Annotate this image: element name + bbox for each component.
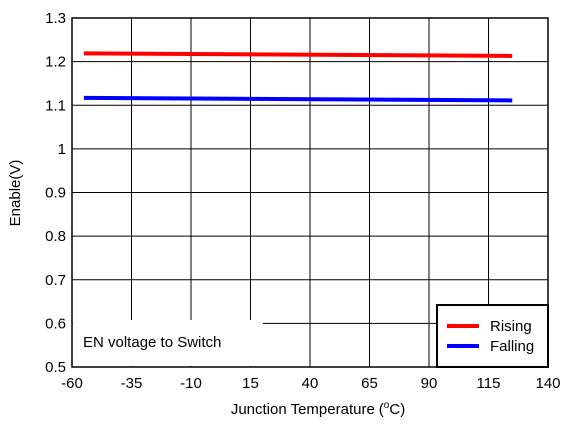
y-tick-label: 1.1 [45, 97, 66, 114]
legend-box [436, 304, 549, 368]
x-tick-label: -35 [121, 375, 143, 392]
legend-label-falling: Falling [490, 338, 534, 355]
x-tick-label: 115 [477, 375, 501, 392]
x-tick-label: 65 [361, 375, 378, 392]
x-tick-label: 90 [421, 375, 438, 392]
x-tick-label: 40 [302, 375, 319, 392]
annotation-box: EN voltage to Switch [73, 320, 263, 366]
y-tick-label: 0.8 [45, 228, 66, 245]
y-tick-label: 1.2 [45, 54, 66, 71]
x-axis-unit-superscript: o [384, 400, 390, 411]
y-axis-title: Enable(V) [7, 160, 24, 227]
series-lines [83, 51, 513, 103]
plot-frame [71, 17, 549, 368]
x-tick-label: 15 [242, 375, 259, 392]
annotation-background [73, 320, 263, 366]
x-axis-title: Junction Temperature (oC) [231, 400, 405, 418]
annotation-text: EN voltage to Switch [83, 334, 221, 351]
y-tick-label: 0.6 [45, 315, 66, 332]
y-tick-label: 0.9 [45, 185, 66, 202]
y-tick-label: 1 [58, 141, 66, 158]
x-axis-title-text: Junction Temperature [231, 401, 375, 418]
y-tick-label: 1.3 [45, 10, 66, 27]
series-line-rising [83, 51, 513, 58]
grid-lines [72, 18, 548, 367]
legend-label-rising: Rising [490, 318, 532, 335]
axes: -60 -35 -10 15 40 65 90 115 140 0.5 0.6 0.7 0.8 0.9 1 1… [45, 10, 560, 392]
series-line-falling [83, 95, 513, 103]
y-tick-label: 0.5 [45, 359, 66, 376]
x-axis-unit-prefix: ( [379, 401, 384, 418]
x-tick-label: -60 [61, 375, 83, 392]
x-axis-unit-suffix: C) [389, 401, 405, 418]
x-tick-label: 140 [535, 375, 560, 392]
x-tick-label: -10 [180, 375, 202, 392]
legend: Rising Falling [436, 304, 549, 368]
y-tick-label: 0.7 [45, 272, 66, 289]
